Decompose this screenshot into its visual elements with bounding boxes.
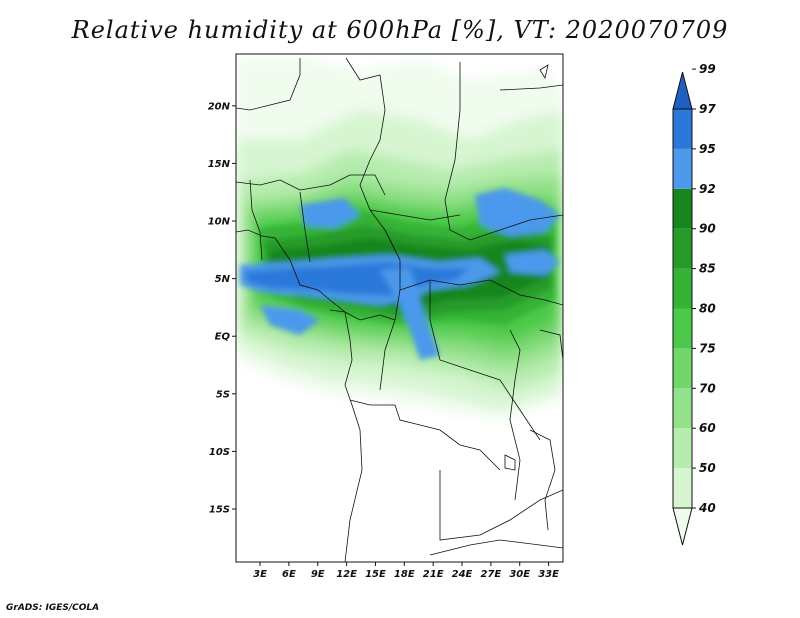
colorbar-label: 40 [698,501,716,515]
lon-tick-label: 24E [452,569,473,580]
colorbar-label: 90 [699,222,716,236]
colorbar-swatch [673,268,692,309]
colorbar-label: 70 [699,381,716,395]
colorbar-swatch [673,428,692,469]
colorbar-swatch [673,348,692,389]
lat-tick-label: 10N [208,217,231,228]
lon-tick-label: 12E [336,569,357,580]
colorbar-label: 75 [699,341,716,355]
lat-tick-label: 5S [216,389,230,400]
colorbar-swatch [673,468,692,508]
grads-credit: GrADS: IGES/COLA [6,603,100,613]
humidity-field [236,54,563,562]
colorbar-swatch [673,188,692,229]
colorbar-swatch [673,388,692,429]
lon-tick-label: 33E [538,569,559,580]
lat-tick-label: 5N [215,274,231,285]
longitude-axis: 3E 6E 9E 12E 15E 18E 21E 24E 27E 30E 33E [253,562,559,580]
lon-tick-label: 30E [509,569,530,580]
lon-tick-label: 18E [394,569,415,580]
colorbar-label: 50 [699,461,716,475]
colorbar-swatch [673,109,692,149]
colorbar-label: 99 [699,62,716,76]
colorbar-swatch [673,148,692,189]
lon-tick-label: 21E [423,569,444,580]
latitude-axis: 20N 15N 10N 5N EQ 5S 10S 15S [208,101,236,516]
colorbar-label: 97 [699,102,716,116]
lat-tick-label: 20N [208,101,231,112]
lat-tick-label: 15N [208,159,231,170]
lon-tick-label: 3E [253,569,267,580]
map-title: Relative humidity at 600hPa [%], VT: 202… [71,16,729,44]
colorbar-label: 80 [699,302,716,316]
map-frame [235,53,564,563]
colorbar-arrow-high [672,71,693,110]
colorbar-swatch [673,228,692,269]
colorbar-label: 95 [699,142,716,156]
colorbar-label: 85 [699,262,716,276]
lon-tick-label: 27E [480,569,501,580]
lat-tick-label: EQ [215,332,231,343]
colorbar-label: 92 [699,182,716,196]
lat-tick-label: 15S [209,505,230,516]
colorbar: 40 50 60 70 75 80 85 90 92 95 97 99 [672,62,716,546]
lon-tick-label: 9E [311,569,325,580]
country-borders [236,57,563,562]
lon-tick-label: 6E [282,569,296,580]
colorbar-label: 60 [699,421,716,435]
lat-tick-label: 10S [209,447,230,458]
colorbar-arrow-low [672,507,693,546]
colorbar-swatch [673,308,692,349]
lon-tick-label: 15E [365,569,386,580]
